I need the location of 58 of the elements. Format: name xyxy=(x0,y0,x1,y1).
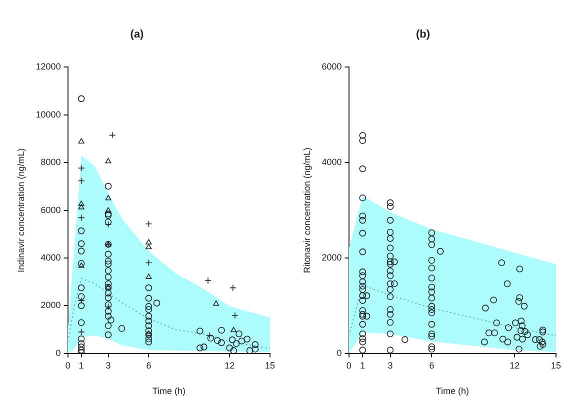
y-axis-title: Indinavir concentration (ng/mL) xyxy=(16,148,26,272)
point xyxy=(105,207,112,212)
x-tick-label: 15 xyxy=(550,360,562,370)
point xyxy=(230,284,236,292)
point xyxy=(78,262,84,268)
chart-title: (a) xyxy=(130,28,144,41)
y-tick-label: 10000 xyxy=(36,109,61,120)
point xyxy=(105,194,112,200)
point xyxy=(204,277,212,284)
x-tick-label: 12 xyxy=(224,360,235,370)
y-tick-label: 8000 xyxy=(40,157,61,168)
point xyxy=(105,284,112,290)
point xyxy=(105,158,112,164)
y-tick-label: 2000 xyxy=(40,300,61,310)
point xyxy=(78,177,85,184)
point xyxy=(78,200,84,206)
x-tick-label: 6 xyxy=(429,360,434,370)
point xyxy=(230,326,237,332)
y-tick-label: 6000 xyxy=(322,62,342,72)
x-tick-label: 6 xyxy=(146,360,152,370)
point xyxy=(146,239,152,244)
chart-title: (b) xyxy=(416,28,430,41)
point xyxy=(232,312,238,319)
x-tick-label: 0 xyxy=(346,360,352,370)
line-series xyxy=(68,278,270,350)
point xyxy=(213,300,220,306)
x-tick-label: 3 xyxy=(388,360,393,370)
x-axis-title: Time (h) xyxy=(152,386,186,396)
point xyxy=(146,244,152,250)
point xyxy=(145,220,152,228)
point xyxy=(78,328,85,336)
point xyxy=(104,220,112,228)
point xyxy=(145,259,152,266)
point xyxy=(78,214,85,222)
y-tick-label: 2000 xyxy=(322,252,342,262)
y-tick-label: 4000 xyxy=(322,157,342,168)
point xyxy=(78,204,84,210)
point xyxy=(206,332,213,339)
y-tick-label: 0 xyxy=(336,348,342,358)
x-tick-label: 3 xyxy=(106,360,111,370)
y-axis-title: Ritonavir concentration (ng/mL) xyxy=(302,148,312,274)
x-tick-label: 12 xyxy=(510,360,520,370)
y-tick-label: 12000 xyxy=(36,62,61,72)
x-tick-label: 1 xyxy=(78,360,84,370)
y-tick-label: 6000 xyxy=(40,204,61,215)
point xyxy=(104,303,112,310)
point xyxy=(146,274,152,279)
point xyxy=(78,297,85,304)
x-tick-label: 15 xyxy=(264,360,276,370)
point xyxy=(146,330,152,336)
x-axis-title: Time (h) xyxy=(436,386,469,396)
x-tick-label: 1 xyxy=(360,360,366,370)
point xyxy=(108,132,116,139)
x-tick-label: 0 xyxy=(65,360,70,370)
point xyxy=(78,164,85,172)
point xyxy=(78,138,84,144)
y-tick-label: 4000 xyxy=(40,252,61,262)
y-tick-label: 0 xyxy=(56,348,61,358)
